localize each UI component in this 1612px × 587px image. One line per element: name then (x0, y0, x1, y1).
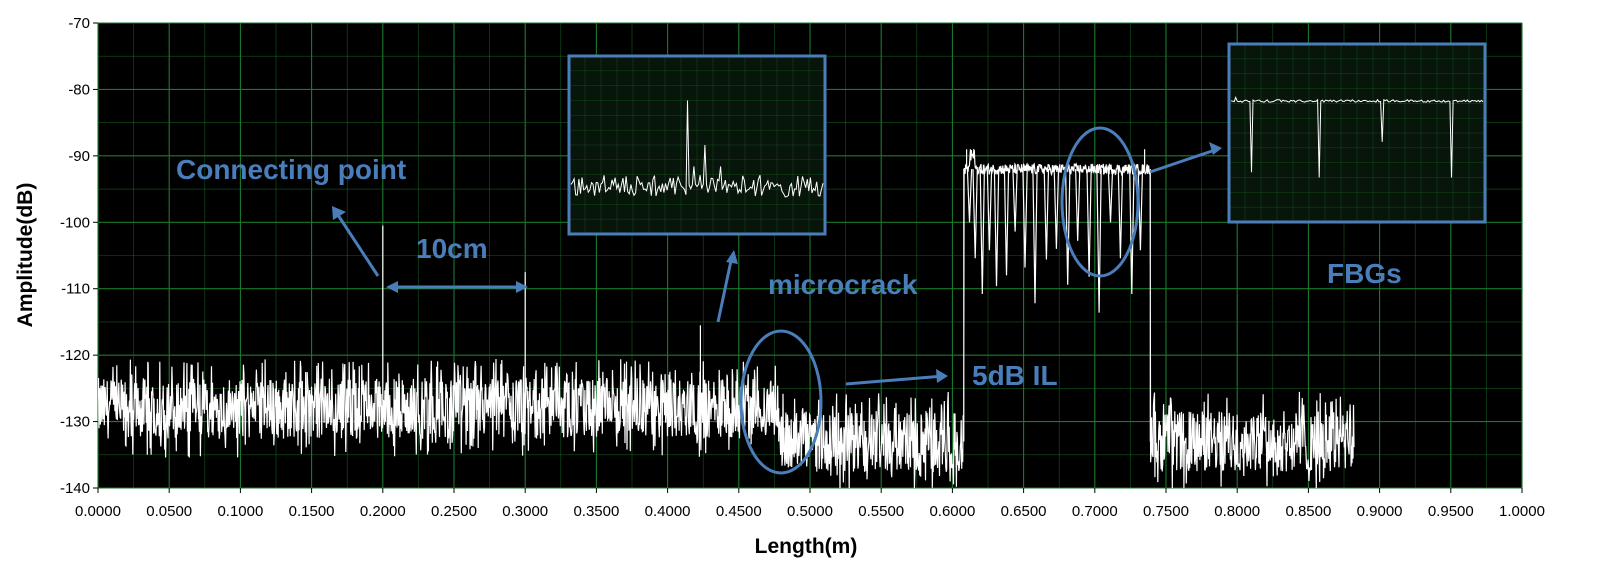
arrowhead-10cm-right (516, 281, 528, 293)
ellipse-fbgs (1060, 126, 1140, 278)
x-tick-label: 0.7500 (1143, 503, 1189, 520)
ellipse-microcrack (739, 329, 823, 475)
x-tick-label: 0.0000 (75, 503, 121, 520)
y-axis-title: Amplitude(dB) (14, 183, 37, 328)
arrowhead-fbg (1209, 142, 1222, 155)
trace-group (98, 148, 1355, 488)
inset-fbg-grid (1229, 44, 1485, 222)
arrow-microcrack-inset (716, 255, 734, 323)
x-tick-label: 0.9000 (1357, 503, 1403, 520)
y-tick-label: -80 (68, 81, 90, 98)
annotation-10cm: 10cm (416, 233, 488, 264)
x-tick-label: 0.4500 (716, 503, 762, 520)
x-tick-label: 0.4000 (645, 503, 691, 520)
x-tick-label: 0.8000 (1214, 503, 1260, 520)
y-tick-label: -90 (68, 148, 90, 165)
inset-microcrack-zoom (567, 54, 827, 236)
y-tick-label: -140 (60, 480, 90, 497)
arrow-connecting-point (334, 211, 380, 277)
arrow-fbg-inset (1149, 147, 1219, 174)
x-tick-label: 0.2000 (360, 503, 406, 520)
arrow-5db-il (845, 374, 945, 386)
y-axis-ticks: -70 -80 -90 -100 -110 -120 -130 -140 (60, 15, 98, 497)
y-tick-label: -130 (60, 414, 90, 431)
arrowhead-5db-il (936, 369, 948, 383)
annotation-microcrack: microcrack (768, 269, 918, 300)
inset-fbg-trace (1230, 96, 1484, 178)
x-tick-label: 0.9500 (1428, 503, 1474, 520)
inset-microcrack-trace (570, 100, 824, 198)
x-tick-label: 1.0000 (1499, 503, 1545, 520)
annotation-fbgs: FBGs (1327, 258, 1402, 289)
y-tick-label: -70 (68, 15, 90, 32)
x-tick-label: 0.1500 (289, 503, 335, 520)
x-tick-label: 0.1000 (217, 503, 263, 520)
inset-microcrack-grid (569, 56, 825, 234)
annotation-5db-il: 5dB IL (972, 360, 1058, 391)
annotations: Connecting point 10cm microcrack 5dB IL … (176, 126, 1402, 475)
x-tick-label: 0.5500 (858, 503, 904, 520)
x-tick-label: 0.5000 (787, 503, 833, 520)
amplitude-trace (98, 148, 1355, 488)
arrowhead-microcrack (726, 250, 738, 264)
y-tick-label: -120 (60, 347, 90, 364)
annotation-connecting-point: Connecting point (176, 154, 406, 185)
x-axis-title: Length(m) (755, 535, 858, 558)
y-tick-label: -110 (61, 281, 90, 298)
x-tick-label: 0.3000 (502, 503, 548, 520)
x-tick-label: 0.0500 (146, 503, 192, 520)
x-tick-label: 0.8500 (1285, 503, 1331, 520)
x-tick-label: 0.3500 (573, 503, 619, 520)
y-tick-label: -100 (60, 214, 90, 231)
x-tick-label: 0.6000 (929, 503, 975, 520)
x-tick-label: 0.2500 (431, 503, 477, 520)
x-axis-ticks: 0.0000 0.0500 0.1000 0.1500 0.2000 0.2500 0.30… (75, 488, 1545, 520)
x-tick-label: 0.7000 (1072, 503, 1118, 520)
x-tick-label: 0.6500 (1001, 503, 1047, 520)
arrowhead-10cm-left (386, 281, 398, 293)
inset-fbg-zoom (1227, 42, 1487, 224)
arrowhead-connecting-point (332, 206, 346, 220)
